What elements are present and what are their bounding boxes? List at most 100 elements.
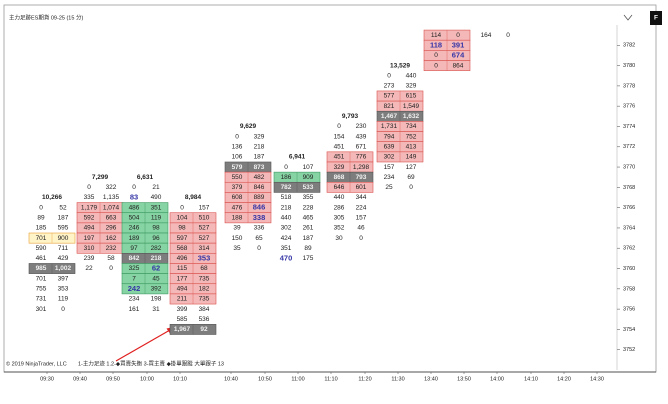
- bid-volume: 701: [36, 235, 47, 242]
- ask-volume: 182: [199, 286, 210, 293]
- bid-volume: 579: [232, 164, 243, 171]
- ask-volume: 873: [254, 164, 265, 171]
- ask-volume: 127: [406, 164, 417, 171]
- bid-volume: 186: [281, 174, 292, 181]
- bid-volume: 1,179: [81, 204, 98, 211]
- x-tick-label: 14:10: [524, 376, 538, 382]
- bid-volume: 0: [434, 62, 438, 69]
- bar-total: 6,631: [137, 174, 154, 181]
- ask-volume: 46: [357, 225, 365, 232]
- x-tick-label: 10:10: [173, 376, 187, 382]
- ask-volume: 846: [254, 184, 265, 191]
- footprint-column: 13,529 0 440 273 329 577 615 821 1,549 1,467 1,632…: [376, 62, 424, 191]
- y-tick-label: 3754: [623, 327, 635, 333]
- x-tick-label: 14:20: [557, 376, 571, 382]
- y-tick-label: 3764: [623, 225, 635, 231]
- ask-volume: 0: [456, 32, 460, 39]
- copyright: © 2019 NinjaTrader, LLC: [6, 360, 67, 367]
- ask-volume: 671: [356, 143, 367, 150]
- bid-volume: 1,967: [174, 326, 191, 333]
- ask-volume: 353: [58, 286, 69, 293]
- bid-volume: 310: [84, 245, 95, 252]
- ask-volume: 413: [406, 143, 417, 150]
- bid-volume: 114: [431, 32, 442, 39]
- x-tick-label: 14:00: [490, 376, 504, 382]
- ask-volume: 31: [152, 306, 160, 313]
- ask-volume: 282: [151, 245, 162, 252]
- bid-volume: 352: [334, 225, 345, 232]
- ask-volume: 187: [58, 215, 69, 222]
- x-tick-label: 13:50: [457, 376, 471, 382]
- ask-volume: 1,632: [403, 113, 420, 120]
- bid-volume: 424: [281, 235, 292, 242]
- bid-volume: 0: [132, 184, 136, 191]
- ask-volume: 96: [152, 235, 160, 242]
- ask-volume: 889: [254, 194, 265, 201]
- y-tick-label: 3782: [623, 43, 635, 49]
- dropdown-arrow[interactable]: [623, 14, 633, 21]
- ask-volume: 228: [303, 204, 314, 211]
- bid-volume: 0: [284, 164, 288, 171]
- bid-volume: 568: [177, 245, 188, 252]
- ask-volume: 1,002: [55, 265, 72, 272]
- y-tick-label: 3774: [623, 124, 635, 130]
- bid-volume: 597: [177, 235, 188, 242]
- bid-volume: 335: [84, 194, 95, 201]
- bar-total: 8,984: [185, 194, 202, 201]
- bid-volume: 868: [334, 174, 345, 181]
- ask-volume: 674: [452, 50, 465, 59]
- bid-volume: 646: [334, 184, 345, 191]
- ask-volume: 52: [59, 204, 67, 211]
- arrow-shaft: [115, 329, 171, 362]
- ask-volume: 338: [253, 213, 266, 222]
- bid-volume: 22: [85, 265, 93, 272]
- ask-volume: 198: [151, 296, 162, 303]
- ask-volume: 218: [254, 143, 265, 150]
- bid-volume: 0: [387, 72, 391, 79]
- x-tick-label: 11:30: [391, 376, 404, 382]
- ask-volume: 465: [303, 215, 314, 222]
- ask-volume: 392: [151, 286, 162, 293]
- bid-volume: 794: [384, 133, 395, 140]
- bid-volume: 486: [129, 204, 140, 211]
- ask-volume: 329: [406, 83, 417, 90]
- bid-volume: 494: [177, 286, 188, 293]
- corner-button-label[interactable]: F: [654, 15, 658, 22]
- footprint-column: 164 0: [481, 32, 511, 39]
- ask-volume: 533: [303, 184, 314, 191]
- ask-volume: 663: [106, 215, 117, 222]
- ask-volume: 752: [406, 133, 417, 140]
- y-tick-label: 3752: [623, 347, 635, 353]
- bar-total: 6,941: [289, 154, 306, 161]
- ask-volume: 355: [303, 194, 314, 201]
- x-tick-label: 10:00: [140, 376, 154, 382]
- ask-volume: 595: [58, 225, 69, 232]
- x-tick-label: 11:10: [324, 376, 337, 382]
- ask-volume: 232: [106, 245, 117, 252]
- bid-volume: 608: [232, 194, 243, 201]
- bid-volume: 0: [180, 204, 184, 211]
- ask-volume: 490: [151, 194, 162, 201]
- ask-volume: 187: [303, 235, 314, 242]
- bid-volume: 234: [384, 174, 395, 181]
- bid-volume: 985: [36, 265, 47, 272]
- ask-volume: 119: [58, 296, 69, 303]
- bid-volume: 590: [36, 245, 47, 252]
- corner-button[interactable]: [650, 11, 662, 25]
- bid-volume: 329: [334, 164, 345, 171]
- bid-volume: 177: [177, 275, 188, 282]
- bid-volume: 639: [384, 143, 395, 150]
- bid-volume: 496: [177, 255, 188, 262]
- ask-volume: 735: [199, 296, 210, 303]
- ask-volume: 1,074: [103, 204, 120, 211]
- bid-volume: 35: [233, 245, 241, 252]
- ask-volume: 711: [58, 245, 69, 252]
- bid-volume: 701: [36, 275, 47, 282]
- y-tick-label: 3762: [623, 246, 635, 252]
- ask-volume: 0: [409, 184, 413, 191]
- ask-volume: 615: [406, 93, 417, 100]
- ask-volume: 601: [356, 184, 367, 191]
- ask-volume: 149: [406, 154, 417, 161]
